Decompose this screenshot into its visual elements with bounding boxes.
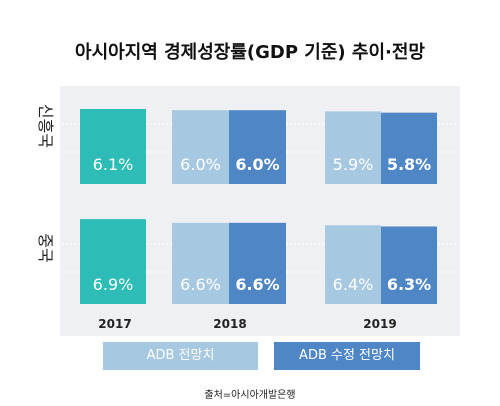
bar-value-label: 6.1% bbox=[93, 155, 134, 174]
source-note: 출처=아시아개발은행 bbox=[204, 390, 296, 401]
x-tick-label: 2017 bbox=[98, 317, 131, 331]
bar bbox=[381, 226, 437, 304]
legend-item-initial-forecast: ADB 전망치 bbox=[103, 342, 258, 370]
bar bbox=[172, 222, 229, 304]
x-tick-label: 2018 bbox=[213, 317, 246, 331]
bar bbox=[229, 110, 286, 184]
x-tick-label: 2019 bbox=[363, 317, 396, 331]
bar bbox=[325, 111, 381, 184]
bar-value-label: 6.9% bbox=[93, 275, 134, 294]
bar-value-label: 6.0% bbox=[235, 155, 279, 174]
bar-value-label: 6.4% bbox=[333, 275, 374, 294]
bar bbox=[229, 222, 286, 304]
legend-item-revised-forecast: ADB 수정 전망치 bbox=[274, 342, 420, 370]
panel-label-china: 중국 bbox=[36, 233, 55, 262]
bar-value-label: 6.3% bbox=[387, 275, 431, 294]
panel-label-emerging: 신흥국 bbox=[36, 104, 55, 148]
bar bbox=[80, 219, 146, 304]
bar bbox=[80, 108, 146, 184]
bar-value-label: 5.9% bbox=[333, 155, 374, 174]
bar-value-label: 6.6% bbox=[180, 275, 221, 294]
bar-value-label: 6.0% bbox=[180, 155, 221, 174]
bar-value-label: 5.8% bbox=[387, 155, 431, 174]
bar-value-label: 6.6% bbox=[235, 275, 279, 294]
chart-title: 아시아지역 경제성장률(GDP 기준) 추이·전망 bbox=[75, 42, 425, 63]
bar bbox=[172, 110, 229, 184]
bar bbox=[325, 225, 381, 304]
bar bbox=[381, 112, 437, 184]
